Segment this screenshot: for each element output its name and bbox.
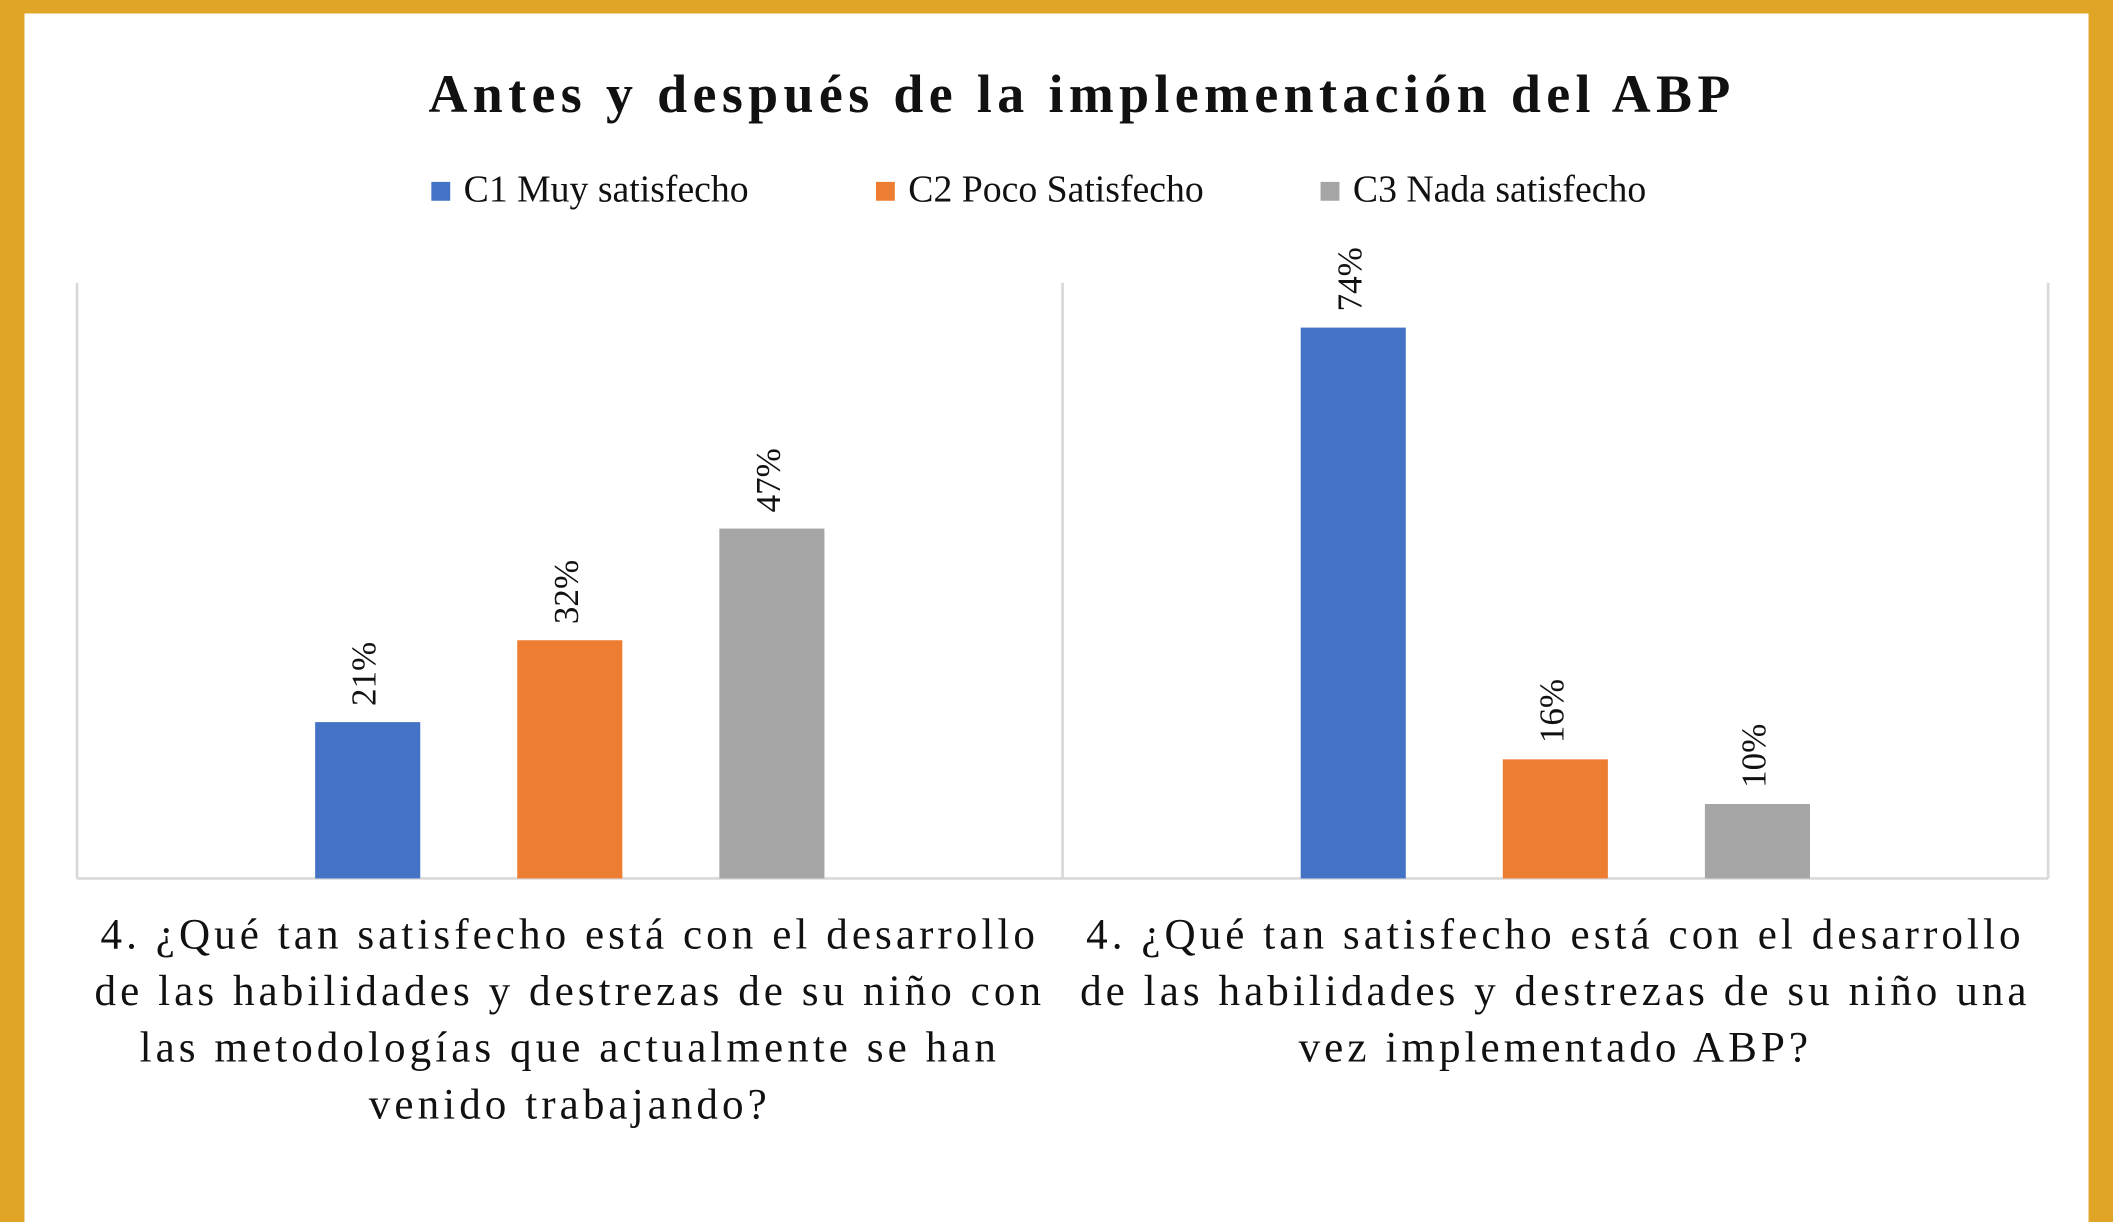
data-label: 74%: [1330, 247, 1369, 311]
data-label: 10%: [1734, 724, 1773, 788]
bar: [1300, 327, 1406, 879]
bar: [719, 528, 825, 879]
bar: [1502, 759, 1608, 879]
legend-swatch: [1320, 181, 1340, 201]
x-tick-label: 4. ¿Qué tan satisfecho está con el desar…: [94, 909, 1046, 1128]
x-tick-label-box: 4. ¿Qué tan satisfecho está con el desar…: [94, 909, 1046, 1128]
legend-label: C1 Muy satisfecho: [464, 168, 749, 210]
bar: [315, 722, 421, 879]
legend-label: C2 Poco Satisfecho: [908, 168, 1203, 210]
chart-title: Antes y después de la implementación del…: [429, 64, 1736, 124]
legend-swatch: [431, 181, 451, 201]
bar: [1704, 804, 1810, 879]
legend-label: C3 Nada satisfecho: [1353, 168, 1646, 210]
x-tick-label-box: 4. ¿Qué tan satisfecho está con el desar…: [1080, 909, 2031, 1072]
data-label: 47%: [749, 448, 788, 512]
bar: [517, 640, 623, 879]
data-label: 16%: [1532, 679, 1571, 743]
data-label: 21%: [345, 642, 384, 706]
chart-background: [24, 13, 2089, 1222]
legend-swatch: [875, 181, 895, 201]
x-tick-label: 4. ¿Qué tan satisfecho está con el desar…: [1080, 909, 2031, 1072]
data-label: 32%: [547, 560, 586, 624]
